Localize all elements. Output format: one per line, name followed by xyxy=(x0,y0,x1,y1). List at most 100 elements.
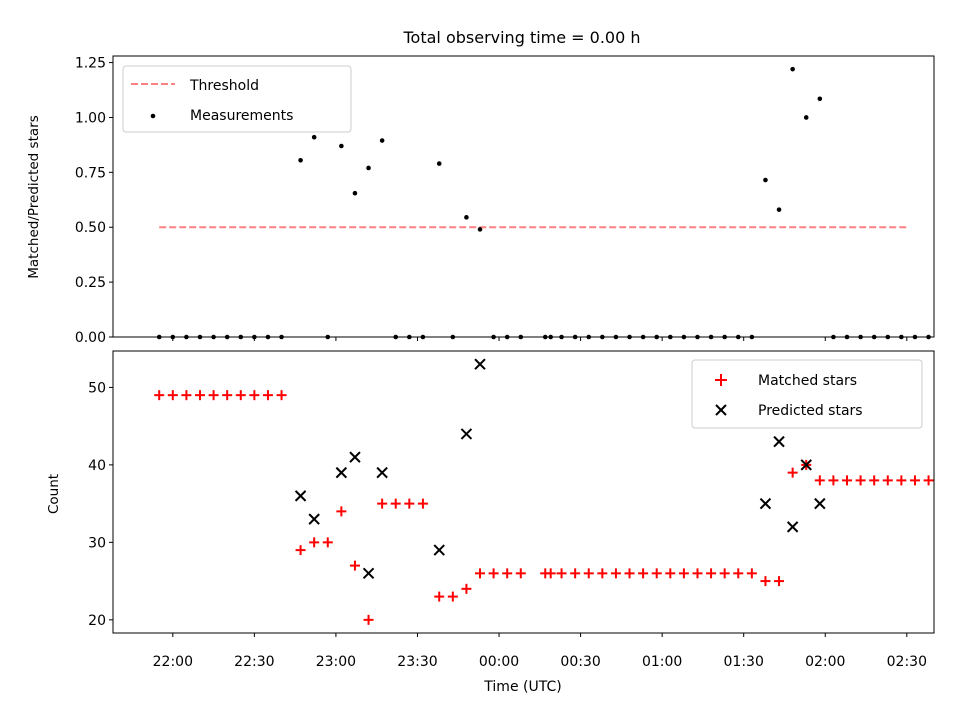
legend-predicted-swatch xyxy=(715,404,727,416)
matched-star-point xyxy=(515,568,526,579)
legend-measurements-swatch xyxy=(150,113,156,119)
matched-star-point xyxy=(719,568,730,579)
legend-measurements-label: Measurements xyxy=(190,108,293,124)
bottom-x-tick-label: 02:30 xyxy=(887,654,927,670)
measurement-point xyxy=(436,161,442,166)
predicted-star-point xyxy=(362,567,375,580)
matched-star-point xyxy=(488,568,499,579)
matched-star-point xyxy=(181,390,192,401)
matched-star-point xyxy=(882,475,893,486)
matched-star-point xyxy=(760,576,771,587)
matched-star-point xyxy=(249,390,260,401)
top-axes-frame xyxy=(112,55,935,338)
bottom-y-tick-label: 40 xyxy=(88,458,106,474)
measurement-point xyxy=(803,115,809,120)
matched-star-point xyxy=(787,467,798,478)
legend-predicted-label: Predicted stars xyxy=(758,403,863,419)
bottom-x-tick-label: 02:00 xyxy=(805,654,845,670)
predicted-star-point xyxy=(759,497,772,510)
bottom-x-tick-label: 23:00 xyxy=(316,654,356,670)
predicted-star-point xyxy=(335,466,348,479)
matched-star-point xyxy=(336,506,347,517)
matched-star-point xyxy=(377,498,388,509)
bottom-x-tick-label: 23:30 xyxy=(397,654,437,670)
matched-star-point xyxy=(678,568,689,579)
matched-star-point xyxy=(923,475,934,486)
top-legend-box xyxy=(122,65,352,133)
matched-star-point xyxy=(842,475,853,486)
bottom-x-tick-label: 00:30 xyxy=(560,654,600,670)
matched-star-point xyxy=(461,583,472,594)
matched-star-point xyxy=(869,475,880,486)
bottom-y-axis-label: Count xyxy=(46,474,62,514)
top-legend: Threshold Measurements xyxy=(122,65,352,133)
matched-star-point xyxy=(309,537,320,548)
matched-star-point xyxy=(322,537,333,548)
top-x-ticks xyxy=(172,337,908,341)
matched-star-point xyxy=(583,568,594,579)
matched-star-point xyxy=(570,568,581,579)
matched-star-point xyxy=(363,614,374,625)
measurement-point xyxy=(464,215,469,220)
matched-star-point xyxy=(447,591,458,602)
predicted-star-point xyxy=(773,435,785,448)
predicted-star-point xyxy=(294,490,307,502)
matched-star-point xyxy=(222,390,233,401)
measurement-point xyxy=(366,165,371,171)
predicted-star-point xyxy=(376,466,388,479)
chart-title: Total observing time = 0.00 h xyxy=(402,28,640,47)
matched-star-point xyxy=(706,568,717,579)
measurement-point xyxy=(379,138,385,143)
predicted-star-point xyxy=(800,459,812,471)
legend-matched-swatch xyxy=(715,374,727,386)
matched-star-point xyxy=(909,475,920,486)
measurement-point xyxy=(763,177,768,183)
matched-star-point xyxy=(774,576,785,587)
matched-star-point xyxy=(276,390,287,401)
measurement-point xyxy=(339,143,344,149)
matched-star-point xyxy=(814,475,825,486)
predicted-star-point xyxy=(460,428,473,440)
top-y-tick-label: 0.25 xyxy=(75,275,106,291)
predicted-star-point xyxy=(814,497,826,510)
predicted-star-point xyxy=(349,451,361,463)
bottom-x-tick-label: 01:30 xyxy=(724,654,764,670)
measurement-point xyxy=(790,66,795,72)
bottom-plot-area: 20 30 40 50 22:00 22:30 23:00 23:30 00:00 00:30 0… xyxy=(88,350,935,670)
matched-star-point xyxy=(404,498,415,509)
matched-star-point xyxy=(502,568,513,579)
bottom-x-tick-label: 01:00 xyxy=(642,654,682,670)
predicted-star-point xyxy=(433,544,445,556)
bottom-y-tick-label: 30 xyxy=(88,535,106,551)
matched-star-point xyxy=(855,475,866,486)
matched-star-point xyxy=(390,498,401,509)
matched-star-point xyxy=(828,475,839,486)
matched-star-point xyxy=(208,390,219,401)
legend-matched-label: Matched stars xyxy=(758,373,857,389)
measurement-point xyxy=(817,96,823,102)
bottom-legend-box xyxy=(691,359,923,429)
predicted-star-point xyxy=(474,358,486,370)
matched-star-point xyxy=(624,568,635,579)
matched-star-point xyxy=(896,475,907,486)
top-y-tick-label: 1.00 xyxy=(75,110,106,126)
matched-star-point xyxy=(167,390,178,401)
top-y-tick-label: 1.25 xyxy=(75,56,106,72)
measurement-point xyxy=(311,134,317,140)
matched-star-point xyxy=(475,568,486,579)
bottom-y-ticks: 20 30 40 50 xyxy=(88,380,113,629)
matched-star-point xyxy=(692,568,703,579)
matched-star-point xyxy=(733,568,744,579)
matched-star-point xyxy=(597,568,608,579)
top-y-tick-label: 0.50 xyxy=(75,220,106,236)
legend-threshold-label: Threshold xyxy=(189,78,259,94)
matched-star-point xyxy=(262,390,273,401)
matched-star-point xyxy=(545,568,556,579)
matched-star-point xyxy=(746,568,757,579)
top-plot-area: 0.00 0.25 0.50 0.75 1.00 1.25 xyxy=(75,55,935,346)
matched-star-point xyxy=(610,568,621,579)
bottom-y-tick-label: 50 xyxy=(88,380,106,396)
matched-star-point xyxy=(417,498,428,509)
top-y-axis-label: Matched/Predicted stars xyxy=(26,115,42,278)
bottom-ylabel-group: Count xyxy=(46,474,62,514)
